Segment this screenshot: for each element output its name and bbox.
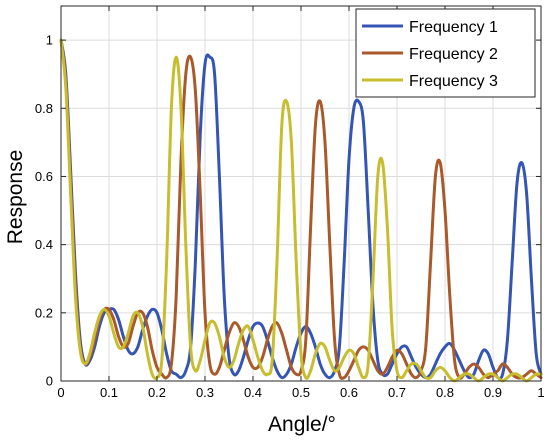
- y-tick-label: 0.2: [35, 305, 53, 320]
- x-tick-label: 1: [537, 385, 544, 400]
- legend-label-frequency-1: Frequency 1: [409, 19, 498, 36]
- series-line-frequency-2: [59, 38, 543, 380]
- x-tick-label: 0.8: [436, 385, 454, 400]
- x-tick-label: 0: [57, 385, 64, 400]
- x-axis-title: Angle/°: [268, 413, 336, 436]
- y-axis-title: Response: [4, 150, 27, 245]
- series-lines: [59, 38, 543, 383]
- x-tick-label: 0.3: [196, 385, 214, 400]
- x-tick-label: 0.1: [100, 385, 118, 400]
- y-tick-label: 0.8: [35, 101, 53, 116]
- x-tick-label: 0.2: [148, 385, 166, 400]
- tick-labels: 0 0.1 0.2 0.3 0.4 0.5 0.6 0.7 0.8 0.9 1 0 0.2 0.4 0.6 0…: [35, 33, 545, 400]
- series-line-frequency-3: [59, 38, 543, 383]
- y-tick-label: 0: [46, 374, 53, 389]
- legend-label-frequency-3: Frequency 3: [409, 73, 498, 90]
- x-tick-label: 0.5: [292, 385, 310, 400]
- y-tick-label: 1: [46, 33, 53, 48]
- x-tick-label: 0.6: [340, 385, 358, 400]
- y-tick-label: 0.6: [35, 169, 53, 184]
- y-tick-label: 0.4: [35, 237, 53, 252]
- x-tick-label: 0.9: [484, 385, 502, 400]
- legend: Frequency 1 Frequency 2 Frequency 3: [355, 8, 536, 98]
- x-tick-label: 0.7: [388, 385, 406, 400]
- legend-label-frequency-2: Frequency 2: [409, 46, 498, 63]
- x-tick-label: 0.4: [244, 385, 262, 400]
